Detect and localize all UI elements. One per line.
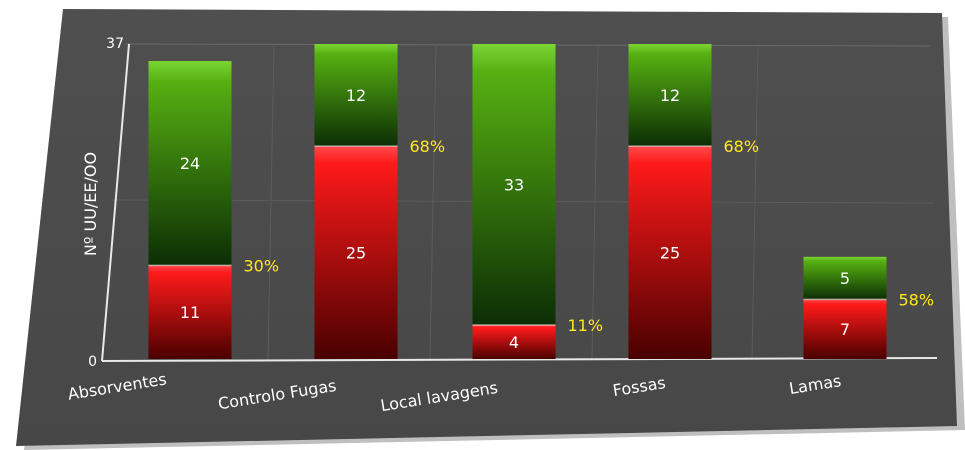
bar-segment-bottom xyxy=(628,146,712,359)
data-label-top: 24 xyxy=(180,154,200,173)
bar-segment-top xyxy=(148,61,232,266)
axes xyxy=(101,43,938,362)
gridline-vertical xyxy=(751,43,759,361)
data-label-top: 5 xyxy=(840,269,850,288)
bar-segment-bottom xyxy=(314,146,398,359)
percent-label: 30% xyxy=(244,256,280,275)
x-axis-line xyxy=(101,357,938,362)
bar-segment-bottom xyxy=(472,324,556,359)
gridline-vertical xyxy=(267,43,275,361)
bar-segment-top xyxy=(628,44,712,147)
data-label-top: 12 xyxy=(346,86,366,105)
gridline-vertical xyxy=(429,43,437,361)
data-label-bottom: 7 xyxy=(840,320,850,339)
data-label-bottom: 25 xyxy=(660,244,680,263)
data-label-bottom: 25 xyxy=(346,244,366,263)
y-tick-label-min: 0 xyxy=(88,354,97,370)
bars xyxy=(148,44,887,359)
data-label-bottom: 4 xyxy=(509,333,519,352)
bar-segment-bottom xyxy=(148,265,232,359)
bar-segment-bottom xyxy=(803,299,887,359)
data-label-bottom: 11 xyxy=(180,303,200,322)
data-label-top: 12 xyxy=(660,86,680,105)
data-label-top: 33 xyxy=(504,175,524,194)
y-axis-line xyxy=(101,43,130,362)
percent-label: 68% xyxy=(410,137,446,156)
percent-label: 68% xyxy=(724,137,760,156)
y-tick-label-max: 37 xyxy=(106,36,124,52)
bar-segment-top xyxy=(472,44,556,325)
percent-label: 58% xyxy=(899,290,935,309)
y-axis-label: Nº UU/EE/OO xyxy=(81,152,100,256)
percent-label: 11% xyxy=(568,316,604,335)
data-labels: 11 24 30% 25 12 68% 4 33 11% 25 12 68% 7 5 58% xyxy=(180,86,934,352)
bar-segment-top xyxy=(314,44,398,147)
bar-segment-top xyxy=(803,256,887,300)
gridline-vertical xyxy=(591,43,599,361)
